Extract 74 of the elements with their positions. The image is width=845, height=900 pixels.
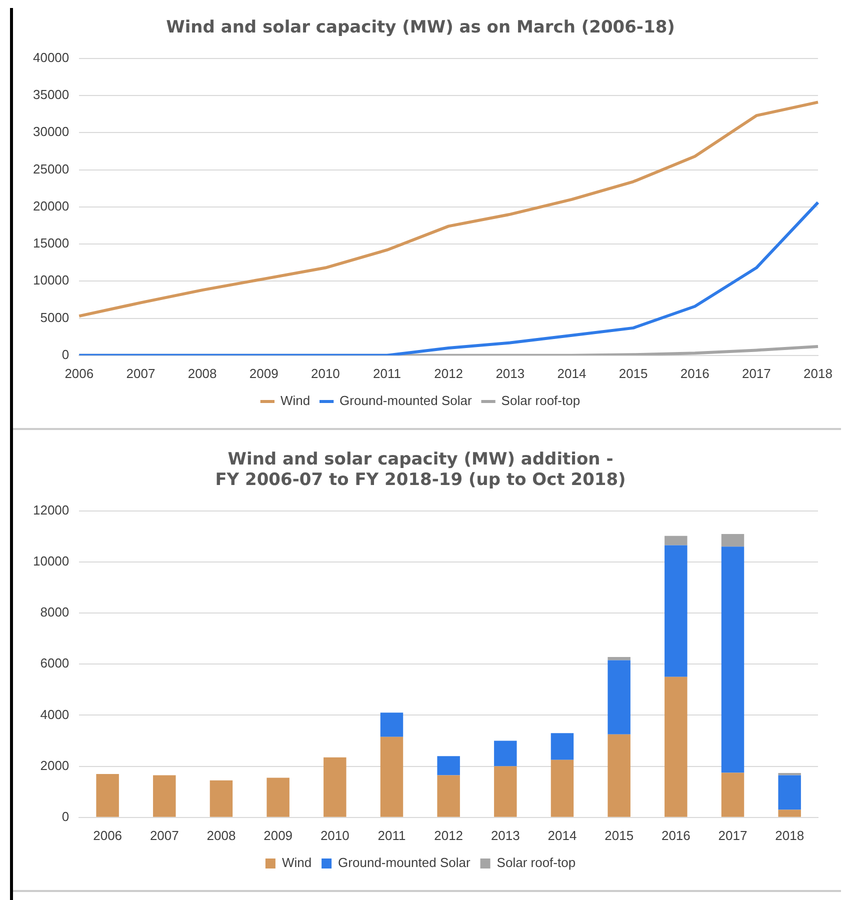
bar xyxy=(380,736,404,817)
x-tick-label: 2006 xyxy=(93,828,122,843)
legend-label: Wind xyxy=(282,855,312,870)
x-tick-label: 2014 xyxy=(548,828,577,843)
x-tick-label: 2011 xyxy=(373,366,401,381)
bar xyxy=(550,760,574,817)
chart-title: Wind and solar capacity (MW) as on March (2006-18) xyxy=(166,18,675,38)
bar xyxy=(608,660,630,734)
y-tick-label: 25000 xyxy=(32,161,70,176)
x-tick-label: 2014 xyxy=(557,366,586,381)
y-tick-label: 0 xyxy=(62,808,70,824)
x-tick-label: 2015 xyxy=(604,828,634,843)
x-tick-label: 2017 xyxy=(718,828,748,843)
x-tick-label: 2018 xyxy=(775,828,804,843)
bar xyxy=(608,734,630,817)
x-tick-label: 2018 xyxy=(804,366,832,381)
bar xyxy=(210,780,233,817)
bar xyxy=(778,775,801,810)
legend-label: Solar roof-top xyxy=(496,855,576,870)
x-tick-label: 2013 xyxy=(496,366,525,381)
bar xyxy=(494,766,517,817)
bar xyxy=(721,546,744,773)
x-tick-label: 2016 xyxy=(661,828,690,843)
x-tick-label: 2008 xyxy=(206,828,236,843)
x-tick-label: 2012 xyxy=(434,366,464,381)
x-tick-label: 2013 xyxy=(490,828,520,843)
y-tick-label: 15000 xyxy=(32,236,70,251)
y-tick-label: 5000 xyxy=(40,310,70,325)
x-tick-label: 2007 xyxy=(150,828,179,843)
bar xyxy=(96,774,119,817)
bar xyxy=(380,712,404,737)
x-tick-label: 2011 xyxy=(378,828,406,843)
y-tick-label: 6000 xyxy=(40,656,70,671)
x-tick-label: 2008 xyxy=(188,366,217,381)
bar xyxy=(664,545,688,677)
y-tick-label: 35000 xyxy=(32,87,70,102)
bar xyxy=(664,536,688,546)
y-tick-label: 4000 xyxy=(40,706,70,722)
bar xyxy=(437,756,460,776)
y-tick-label: 10000 xyxy=(32,272,70,288)
chart-title: Wind and solar capacity (MW) addition - FY 2006-07 to FY 2018-19 (up to Oct 2018) xyxy=(215,450,626,490)
legend-label: Wind xyxy=(280,393,310,408)
y-tick-label: 8000 xyxy=(40,604,70,620)
x-tick-label: 2017 xyxy=(742,366,771,381)
x-tick-label: 2006 xyxy=(64,366,94,381)
y-tick-label: 20000 xyxy=(32,198,70,214)
x-tick-label: 2009 xyxy=(249,366,278,381)
y-tick-label: 30000 xyxy=(32,124,70,140)
bar xyxy=(437,775,460,817)
y-tick-label: 2000 xyxy=(40,758,70,773)
bar xyxy=(324,757,346,817)
x-tick-label: 2007 xyxy=(126,366,156,381)
x-tick-label: 2009 xyxy=(264,828,293,843)
x-tick-label: 2015 xyxy=(618,366,648,381)
bar xyxy=(778,810,801,817)
x-tick-label: 2016 xyxy=(680,366,710,381)
bar xyxy=(494,740,517,766)
x-tick-label: 2010 xyxy=(310,366,340,381)
bar xyxy=(153,775,176,817)
x-tick-label: 2012 xyxy=(434,828,464,843)
bar xyxy=(550,733,574,760)
y-tick-label: 10000 xyxy=(32,553,70,568)
bar xyxy=(266,778,290,817)
y-tick-label: 40000 xyxy=(32,50,70,65)
y-tick-label: 0 xyxy=(62,346,70,362)
bar xyxy=(664,676,688,817)
y-tick-label: 12000 xyxy=(32,502,70,518)
x-tick-label: 2010 xyxy=(320,828,350,843)
legend-label: Solar roof-top xyxy=(501,393,580,408)
legend-label: Ground-mounted Solar xyxy=(338,855,471,870)
legend-label: Ground-mounted Solar xyxy=(340,393,472,408)
bar xyxy=(721,534,744,547)
bar xyxy=(608,656,630,660)
bar xyxy=(721,772,744,817)
